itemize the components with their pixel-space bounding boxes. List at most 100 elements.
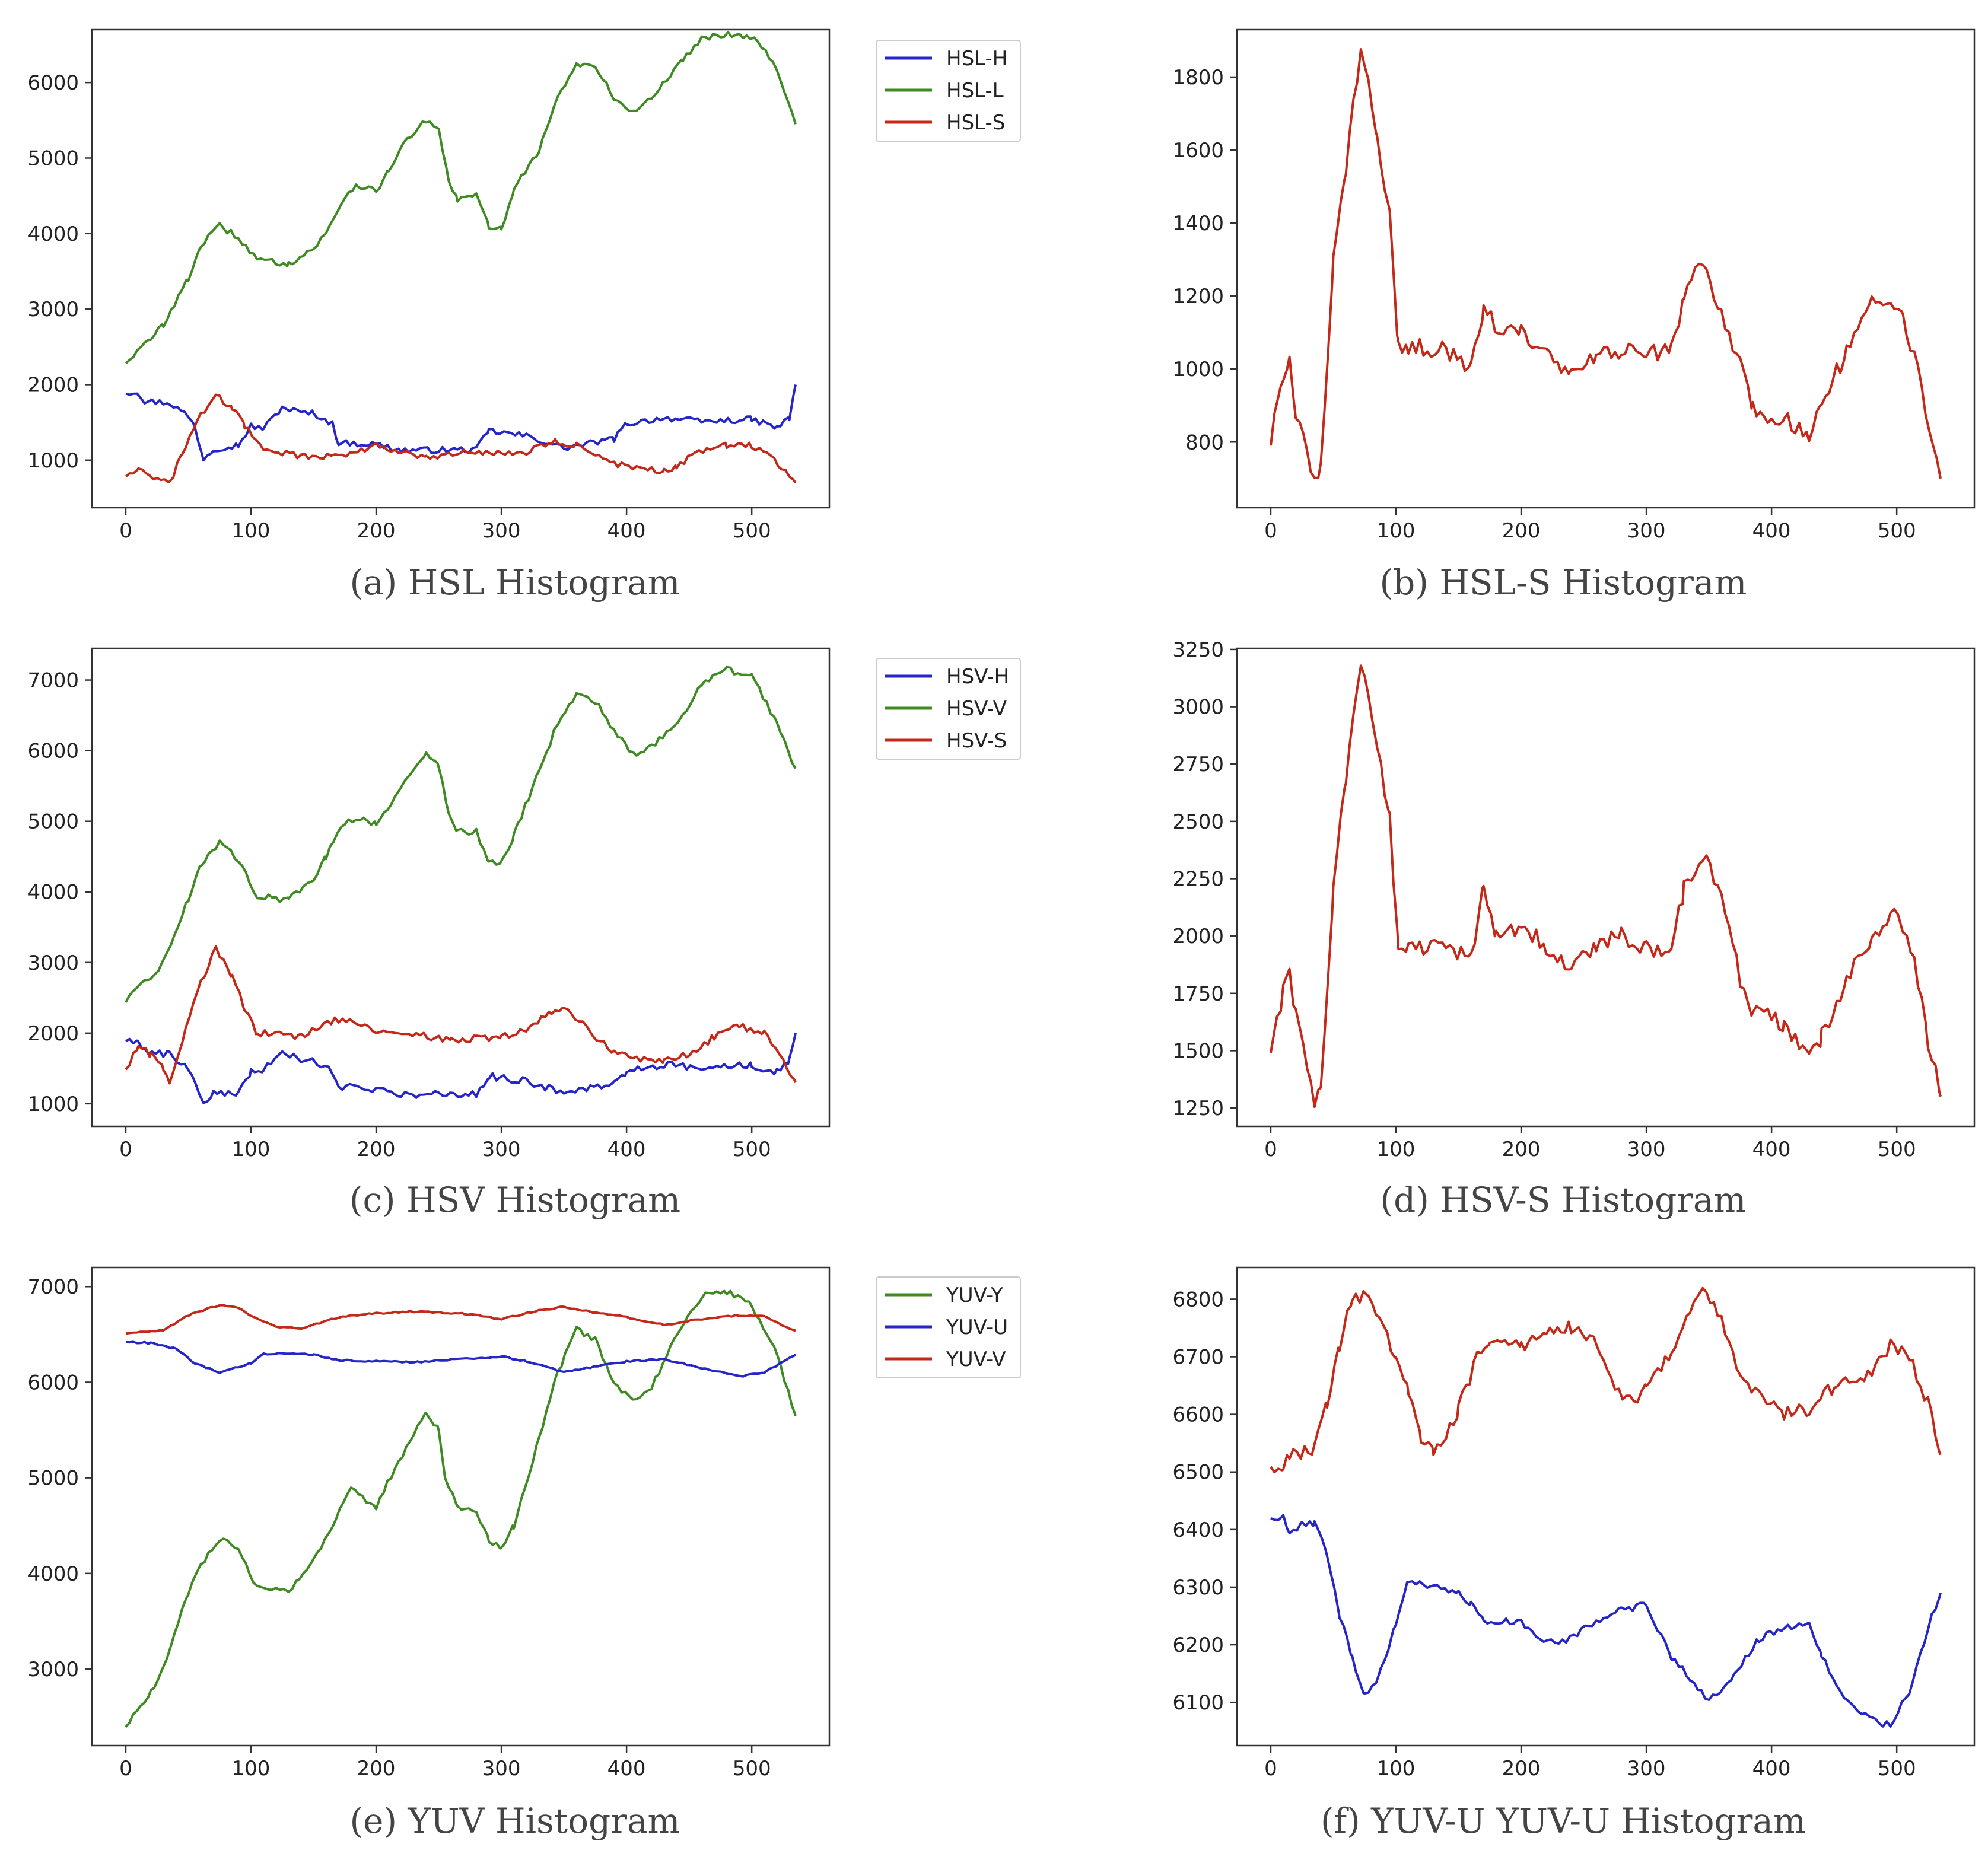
panel-d: 0 100 200 300 400 500 1250 1500 1750 2000 2250 2500… xyxy=(1172,638,1976,1220)
x-tick-label: 0 xyxy=(1264,1138,1277,1161)
x-tick-label: 500 xyxy=(733,1757,771,1781)
legend-label: HSV-H xyxy=(946,665,1009,689)
y-tick-label: 5000 xyxy=(27,147,79,170)
legend-box xyxy=(876,658,1021,760)
series-line-hsv-h xyxy=(125,1033,797,1104)
y-tick-label: 1000 xyxy=(1172,358,1224,381)
series-line-hsv-s xyxy=(125,945,797,1085)
legend-label: HSL-H xyxy=(946,47,1007,71)
x-tick-label: 300 xyxy=(1627,1757,1666,1781)
x-tick-label: 0 xyxy=(119,1757,132,1781)
y-tick-label: 6400 xyxy=(1172,1518,1224,1542)
series-line-yuv-v xyxy=(1270,1286,1942,1474)
y-tick-label: 6000 xyxy=(27,1371,79,1394)
panel-caption: (e) YUV Histogram xyxy=(349,1801,680,1841)
y-tick-label: 1750 xyxy=(1172,982,1224,1006)
panel-caption: (f) YUV-U YUV-U Histogram xyxy=(1321,1801,1806,1841)
x-tick-label: 200 xyxy=(357,1138,396,1161)
legend-label: HSV-V xyxy=(946,697,1007,721)
x-tick-label: 200 xyxy=(1502,519,1541,543)
legend-label: HSV-S xyxy=(946,729,1007,753)
x-tick-label: 500 xyxy=(733,1138,771,1161)
plot-area xyxy=(1236,1266,1976,1747)
plot-elements: 0 100 200 300 400 500 3000 4000 5000 6000 7000 xyxy=(27,1275,797,1781)
y-tick-label: 1400 xyxy=(1172,212,1224,235)
y-tick-label: 6800 xyxy=(1172,1288,1224,1311)
x-tick-label: 300 xyxy=(1627,1138,1666,1161)
y-tick-label: 2000 xyxy=(1172,925,1224,948)
legend-label: HSL-L xyxy=(946,79,1004,103)
y-tick-label: 3250 xyxy=(1172,638,1224,662)
x-tick-label: 500 xyxy=(1878,1138,1916,1161)
y-tick-label: 7000 xyxy=(27,1275,79,1299)
y-tick-label: 1000 xyxy=(27,1093,79,1116)
y-tick-label: 1000 xyxy=(27,449,79,473)
x-tick-label: 500 xyxy=(733,519,771,543)
y-tick-label: 1200 xyxy=(1172,285,1224,308)
series-line-hsl-h xyxy=(125,384,797,462)
y-tick-label: 1800 xyxy=(1172,66,1224,90)
x-tick-label: 400 xyxy=(607,1757,646,1781)
x-tick-label: 100 xyxy=(1377,1757,1416,1781)
plot-elements: 0 100 200 300 400 500 800 1000 1200 1400 1600 1800 xyxy=(1172,48,1942,543)
y-tick-label: 1500 xyxy=(1172,1039,1224,1063)
x-tick-label: 0 xyxy=(119,519,132,543)
series-line-yuv-v xyxy=(125,1304,796,1335)
series-line-yuv-y xyxy=(125,1289,797,1728)
x-tick-label: 100 xyxy=(232,1138,271,1161)
series-line-hsl-s xyxy=(1270,48,1942,479)
x-tick-label: 300 xyxy=(482,1138,521,1161)
plot-elements: 0 100 200 300 400 500 1000 2000 3000 4000 5000 6000… xyxy=(27,665,797,1161)
x-tick-label: 300 xyxy=(482,519,521,543)
x-tick-label: 0 xyxy=(119,1138,132,1161)
x-tick-label: 300 xyxy=(1627,519,1666,543)
x-tick-label: 300 xyxy=(482,1757,521,1781)
x-tick-label: 0 xyxy=(1264,519,1277,543)
plot-area xyxy=(91,28,831,509)
x-tick-label: 100 xyxy=(232,519,271,543)
y-tick-label: 6600 xyxy=(1172,1403,1224,1427)
plot-elements: 0 100 200 300 400 500 1000 2000 3000 4000 5000 6000 xyxy=(27,31,797,543)
x-tick-label: 400 xyxy=(1752,1138,1791,1161)
legend-label: YUV-U xyxy=(946,1316,1008,1339)
x-tick-label: 400 xyxy=(1752,519,1791,543)
y-tick-label: 3000 xyxy=(1172,696,1224,719)
y-tick-label: 5000 xyxy=(27,810,79,834)
plot-elements: 0 100 200 300 400 500 6100 6200 6300 6400 6500 6600… xyxy=(1172,1286,1942,1781)
y-tick-label: 1250 xyxy=(1172,1097,1224,1120)
y-tick-label: 2000 xyxy=(27,1022,79,1046)
y-tick-label: 4000 xyxy=(27,881,79,905)
y-tick-label: 4000 xyxy=(27,222,79,246)
y-tick-label: 7000 xyxy=(27,669,79,693)
y-tick-label: 2000 xyxy=(27,373,79,397)
y-tick-label: 6000 xyxy=(27,740,79,763)
y-tick-label: 4000 xyxy=(27,1562,79,1586)
x-tick-label: 400 xyxy=(607,519,646,543)
panel-caption: (d) HSV-S Histogram xyxy=(1380,1180,1746,1220)
series-line-yuv-u xyxy=(125,1340,797,1378)
x-tick-label: 500 xyxy=(1878,1757,1916,1781)
y-tick-label: 6700 xyxy=(1172,1346,1224,1370)
panel-caption: (a) HSL Histogram xyxy=(349,562,680,603)
plot-area xyxy=(1236,647,1976,1128)
plot-area xyxy=(91,647,831,1128)
legend-label: YUV-Y xyxy=(946,1284,1003,1307)
x-tick-label: 200 xyxy=(357,1757,396,1781)
x-tick-label: 200 xyxy=(357,519,396,543)
x-tick-label: 400 xyxy=(1752,1757,1791,1781)
x-tick-label: 100 xyxy=(232,1757,271,1781)
y-tick-label: 800 xyxy=(1185,431,1224,454)
y-tick-label: 6200 xyxy=(1172,1633,1224,1657)
y-tick-label: 3000 xyxy=(27,298,79,321)
panel-c: 0 100 200 300 400 500 1000 2000 3000 4000 5000 6000… xyxy=(27,647,1021,1220)
plot-area xyxy=(91,1266,831,1747)
series-line-hsv-s xyxy=(1270,664,1942,1109)
series-line-hsv-v xyxy=(125,665,797,1003)
plot-elements: 0 100 200 300 400 500 1250 1500 1750 2000 2250 2500… xyxy=(1172,638,1942,1161)
legend: HSL-H HSL-L HSL-S xyxy=(876,40,1021,142)
y-tick-label: 6100 xyxy=(1172,1691,1224,1715)
x-tick-label: 200 xyxy=(1502,1138,1541,1161)
x-tick-label: 100 xyxy=(1377,1138,1416,1161)
plot-area xyxy=(1236,28,1976,509)
